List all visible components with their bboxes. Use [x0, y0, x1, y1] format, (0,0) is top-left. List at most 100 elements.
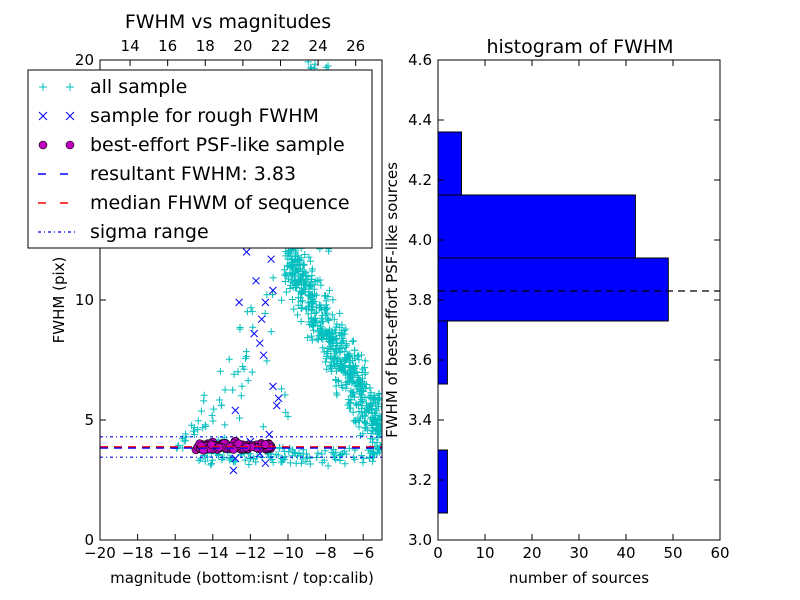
all-sample-point	[330, 350, 338, 358]
rough-sample-point	[229, 466, 238, 475]
top-x-tick-label: 20	[233, 37, 252, 55]
all-sample-point	[317, 323, 325, 331]
all-sample-point	[300, 261, 308, 269]
all-sample-point	[239, 362, 247, 370]
all-sample-point	[197, 455, 205, 463]
all-sample-point	[333, 391, 341, 399]
all-sample-point	[298, 304, 306, 312]
all-sample-point	[338, 338, 346, 346]
hist-y-tick-label: 4.6	[408, 51, 432, 69]
hist-x-tick-label: 60	[710, 544, 729, 562]
all-sample-point	[216, 367, 224, 375]
all-sample-point	[291, 449, 299, 457]
all-sample-point	[357, 387, 365, 395]
all-sample-point	[209, 417, 217, 425]
y-tick-label: 20	[75, 51, 94, 69]
all-sample-point	[302, 269, 310, 277]
left-x-axis-label: magnitude (bottom:isnt / top:calib)	[110, 569, 374, 587]
x-tick-label: −12	[235, 544, 267, 562]
all-sample-point	[209, 456, 217, 464]
all-sample-point	[203, 453, 211, 461]
all-sample-point	[194, 417, 202, 425]
all-sample-point	[361, 408, 369, 416]
all-sample-point	[367, 391, 375, 399]
all-sample-point	[337, 339, 345, 347]
rough-sample-point	[255, 339, 264, 348]
all-sample-point	[348, 388, 356, 396]
all-sample-point	[345, 352, 353, 360]
all-sample-point	[250, 455, 258, 463]
all-sample-point	[349, 337, 357, 345]
all-sample-point	[336, 457, 344, 465]
all-sample-point	[283, 262, 291, 270]
all-sample-point	[321, 292, 329, 300]
all-sample-point	[269, 458, 277, 466]
all-sample-point	[326, 335, 334, 343]
legend-marker-circle	[38, 140, 48, 150]
all-sample-point	[236, 414, 244, 422]
all-sample-point	[282, 408, 290, 416]
top-x-tick-label: 22	[271, 37, 290, 55]
legend-marker-plus	[39, 83, 47, 91]
all-sample-point	[291, 257, 299, 265]
all-sample-point	[207, 461, 215, 469]
all-sample-point	[331, 361, 339, 369]
all-sample-point	[332, 362, 340, 370]
all-sample-point	[195, 457, 203, 465]
all-sample-point	[247, 304, 255, 312]
all-sample-point	[290, 272, 298, 280]
hist-y-tick-label: 4.2	[408, 171, 432, 189]
top-x-tick-label: 24	[309, 37, 328, 55]
rough-sample-point	[250, 329, 259, 338]
all-sample-point	[340, 362, 348, 370]
all-sample-point	[361, 357, 369, 365]
all-sample-point	[308, 321, 316, 329]
all-sample-point	[322, 358, 330, 366]
all-sample-point	[351, 393, 359, 401]
rough-sample-point	[274, 394, 283, 403]
all-sample-point	[354, 373, 362, 381]
all-sample-point	[300, 284, 308, 292]
all-sample-point	[241, 456, 249, 464]
all-sample-point	[326, 286, 334, 294]
all-sample-point	[310, 326, 318, 334]
all-sample-point	[308, 336, 316, 344]
all-sample-point	[332, 345, 340, 353]
legend-label: sample for rough FWHM	[90, 105, 319, 127]
all-sample-point	[362, 385, 370, 393]
all-sample-point	[175, 441, 183, 449]
all-sample-point	[371, 409, 379, 417]
left-y-axis-label: FWHM (pix)	[50, 257, 68, 344]
all-sample-point	[369, 449, 377, 457]
right-panel: 0 10 20 30 40 50 60 3.0 3.2 3.4 3.6 3.8 4.0 4.2 4.4 4.6…	[383, 36, 730, 587]
all-sample-point	[361, 412, 369, 420]
all-sample-point	[293, 311, 301, 319]
legend-label: resultant FWHM: 3.83	[90, 163, 296, 185]
all-sample-point	[338, 328, 346, 336]
histogram-bar	[437, 449, 448, 514]
all-sample-point	[348, 338, 356, 346]
all-sample-point	[244, 377, 252, 385]
all-sample-point	[361, 394, 369, 402]
all-sample-point	[355, 379, 363, 387]
rough-sample-point	[272, 401, 281, 410]
all-sample-point	[245, 461, 253, 469]
right-chart-title: histogram of FWHM	[486, 36, 673, 58]
all-sample-point	[283, 272, 291, 280]
all-sample-point	[288, 278, 296, 286]
all-sample-point	[332, 448, 340, 456]
all-sample-point	[335, 452, 343, 460]
all-sample-point	[292, 459, 300, 467]
left-chart-title: FWHM vs magnitudes	[125, 11, 331, 33]
all-sample-point	[207, 460, 215, 468]
all-sample-point	[199, 424, 207, 432]
all-sample-point	[316, 276, 324, 284]
all-sample-point	[221, 421, 229, 429]
all-sample-point	[376, 431, 382, 439]
all-sample-point	[312, 277, 320, 285]
rough-sample-point	[267, 255, 275, 264]
all-sample-point	[201, 457, 209, 465]
x-tick-label: −18	[122, 544, 154, 562]
all-sample-point	[284, 413, 292, 421]
all-sample-point	[293, 252, 301, 260]
